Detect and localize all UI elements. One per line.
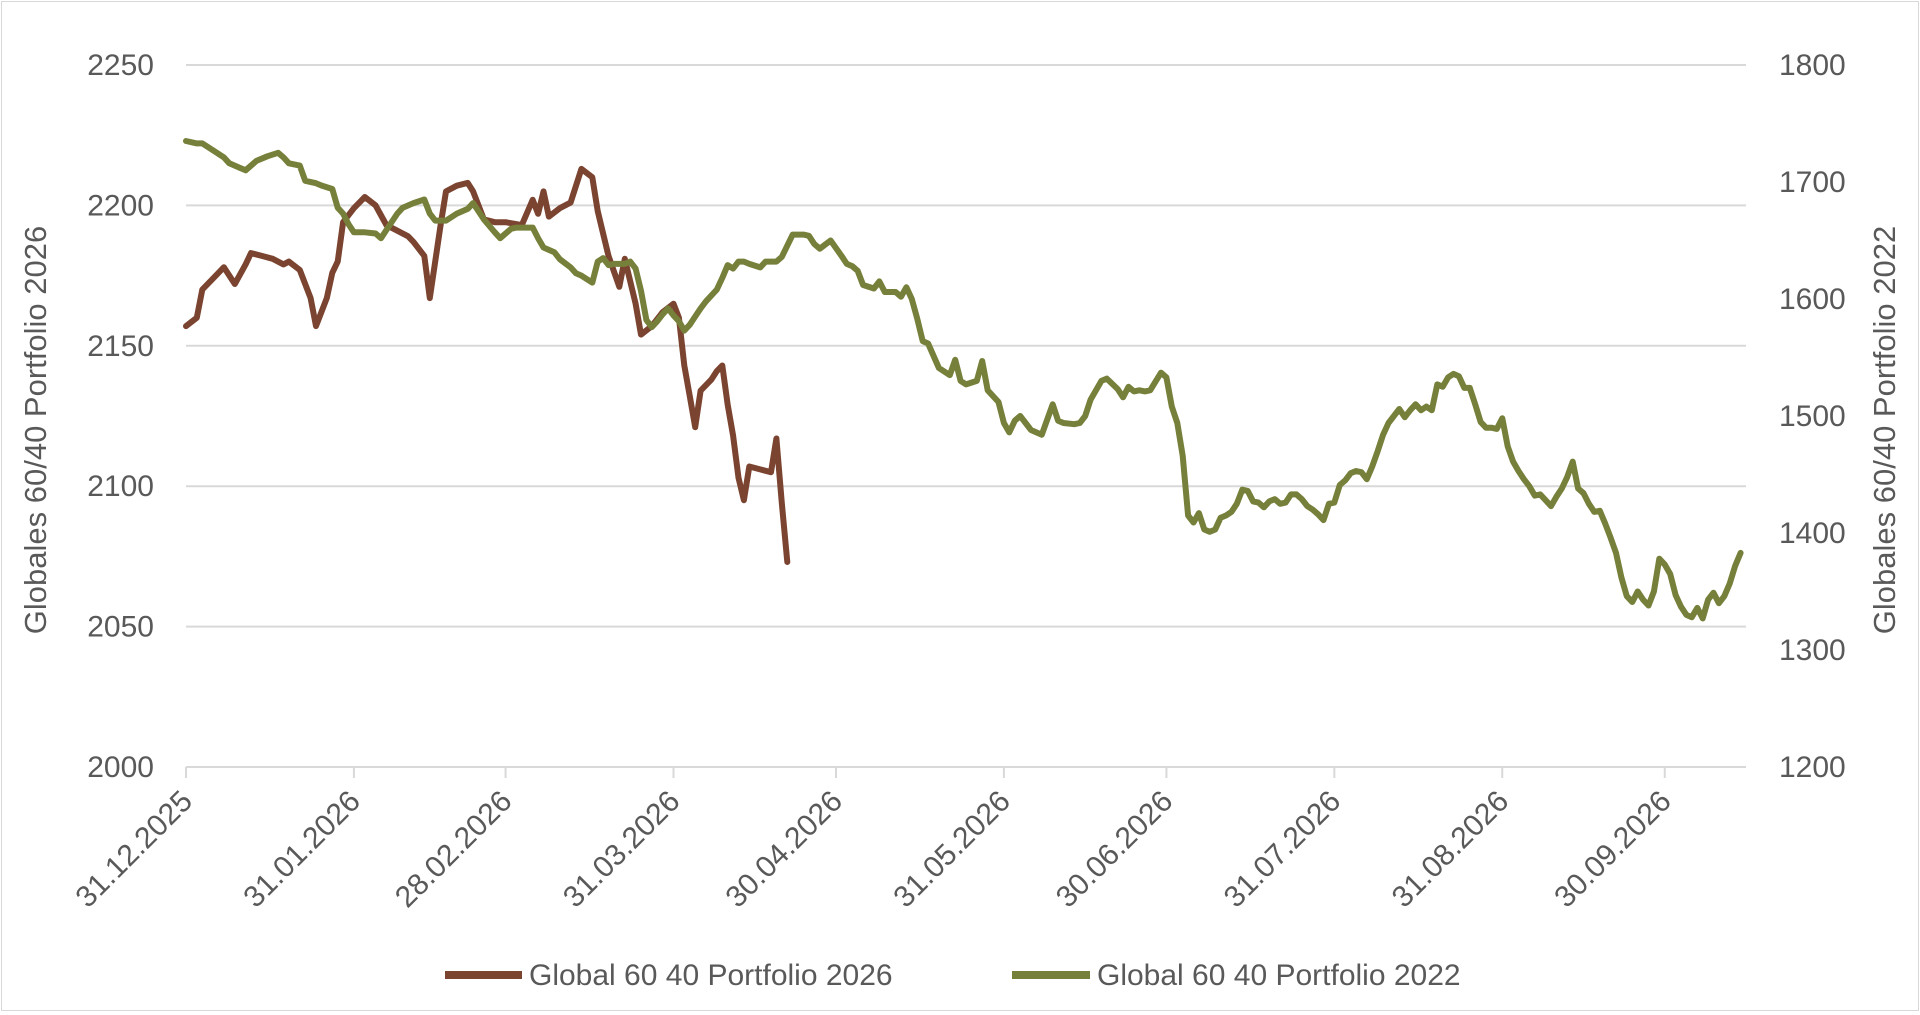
x-tick-label: 31.01.2026 [237, 785, 367, 915]
y-right-tick-label: 1500 [1779, 400, 1846, 433]
x-tick-label: 30.04.2026 [719, 785, 849, 915]
y-axis-left: 2000 2050 2100 2150 2200 2250 [87, 49, 154, 784]
x-tick-label: 31.03.2026 [557, 785, 687, 915]
y-right-tick-label: 1400 [1779, 517, 1846, 550]
x-tick-label: 31.08.2026 [1386, 785, 1516, 915]
legend-label-2026: Global 60 40 Portfolio 2026 [529, 959, 893, 992]
y-right-tick-label: 1300 [1779, 634, 1846, 667]
y-axis-right: 1200 1300 1400 1500 1600 1700 1800 [1779, 49, 1846, 784]
legend-label-2022: Global 60 40 Portfolio 2022 [1097, 959, 1461, 992]
y-left-tick-label: 2200 [87, 189, 154, 222]
y-right-tick-label: 1200 [1779, 751, 1846, 784]
y-left-tick-label: 2000 [87, 751, 154, 784]
gridlines [186, 64, 1746, 628]
series-line-2022 [183, 138, 1744, 622]
x-axis: 31.12.2025 31.01.2026 28.02.2026 31.03.2026… [69, 766, 1746, 915]
y-right-tick-label: 1600 [1779, 283, 1846, 316]
x-tick-label: 31.07.2026 [1218, 785, 1348, 915]
y-left-tick-label: 2050 [87, 611, 154, 644]
x-tick-label: 31.05.2026 [887, 785, 1017, 915]
y-right-tick-label: 1700 [1779, 166, 1846, 199]
legend: Global 60 40 Portfolio 2026 Global 60 40… [445, 959, 1461, 992]
y-right-tick-label: 1800 [1779, 49, 1846, 82]
y-left-tick-label: 2100 [87, 470, 154, 503]
series-lines [183, 138, 1744, 622]
x-tick-label: 30.06.2026 [1050, 785, 1180, 915]
x-tick-label: 28.02.2026 [389, 785, 519, 915]
x-tick-label: 30.09.2026 [1548, 785, 1678, 915]
y-axis-right-title: Globales 60/40 Portfolio 2022 [1867, 226, 1902, 634]
series-line-2026 [183, 165, 791, 565]
x-tick-label: 31.12.2025 [69, 785, 199, 915]
y-axis-left-title: Globales 60/40 Portfolio 2026 [18, 226, 53, 634]
y-left-tick-label: 2250 [87, 49, 154, 82]
y-left-tick-label: 2150 [87, 330, 154, 363]
